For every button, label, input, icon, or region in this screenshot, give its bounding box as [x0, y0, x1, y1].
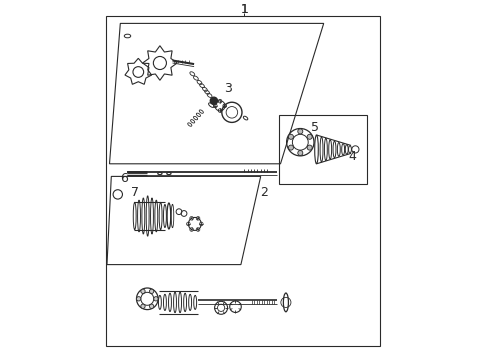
Circle shape [306, 145, 311, 150]
Circle shape [288, 134, 293, 139]
Circle shape [136, 297, 141, 301]
Circle shape [306, 134, 311, 139]
Text: 1: 1 [240, 3, 248, 15]
Circle shape [141, 304, 145, 309]
Text: 4: 4 [348, 150, 356, 163]
Text: 6: 6 [120, 172, 127, 185]
Circle shape [297, 129, 302, 134]
Circle shape [288, 145, 293, 150]
Text: 1: 1 [240, 3, 248, 15]
Circle shape [141, 289, 145, 293]
Text: 7: 7 [130, 186, 139, 199]
Text: 2: 2 [260, 186, 268, 199]
Circle shape [149, 289, 153, 293]
Circle shape [153, 297, 158, 301]
Text: 3: 3 [224, 82, 232, 95]
Circle shape [210, 97, 217, 104]
Circle shape [297, 150, 302, 156]
Text: 5: 5 [310, 121, 318, 134]
Circle shape [149, 304, 153, 309]
Bar [106, 16, 379, 346]
